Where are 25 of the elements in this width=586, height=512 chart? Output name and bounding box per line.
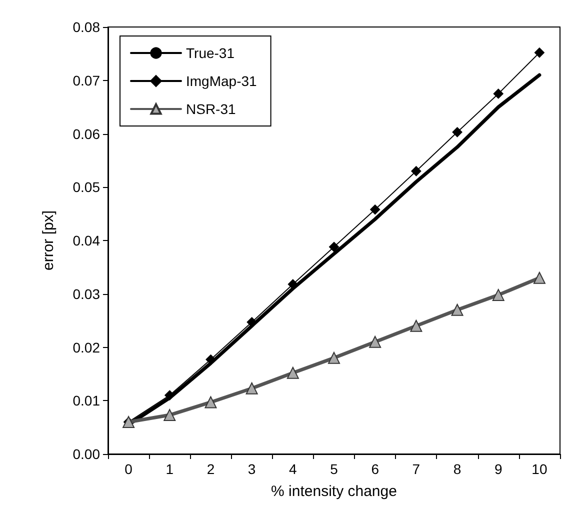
legend-label: NSR-31 xyxy=(186,101,236,117)
x-tick-label: 10 xyxy=(532,461,548,477)
x-tick-label: 4 xyxy=(289,461,298,477)
y-tick-label: 0.06 xyxy=(72,126,100,142)
x-axis-title: % intensity change xyxy=(271,483,397,500)
y-tick-label: 0.02 xyxy=(72,339,100,356)
x-tick-label: 8 xyxy=(453,461,462,477)
x-tick-label: 7 xyxy=(412,461,420,477)
x-tick-label: 6 xyxy=(371,461,380,477)
y-tick-label: 0.00 xyxy=(72,446,100,462)
x-tick-label: 3 xyxy=(248,461,256,477)
y-tick-label: 0.03 xyxy=(72,286,100,302)
x-tick-label: 0 xyxy=(124,461,133,477)
x-tick-label: 9 xyxy=(494,461,502,477)
y-tick-label: 0.01 xyxy=(72,392,100,409)
y-tick-label: 0.07 xyxy=(72,72,100,88)
y-tick-label: 0.05 xyxy=(72,179,100,196)
y-axis-title: error [px] xyxy=(40,210,57,271)
y-tick-label: 0.08 xyxy=(72,19,100,35)
legend-label: True-31 xyxy=(186,45,235,61)
x-tick-label: 5 xyxy=(330,461,338,477)
x-tick-label: 1 xyxy=(166,461,174,477)
legend-label: ImgMap-31 xyxy=(186,73,258,89)
x-tick-label: 2 xyxy=(206,461,215,477)
y-tick-label: 0.04 xyxy=(72,232,100,248)
